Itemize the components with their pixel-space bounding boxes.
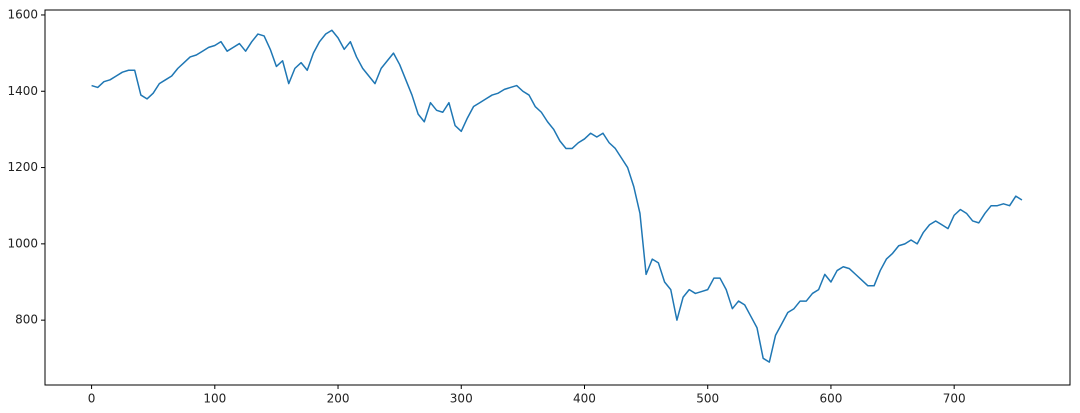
y-tick-label: 1400 bbox=[7, 84, 38, 98]
x-tick-label: 500 bbox=[696, 392, 719, 406]
x-tick-label: 700 bbox=[943, 392, 966, 406]
x-tick-label: 400 bbox=[573, 392, 596, 406]
x-tick-label: 300 bbox=[450, 392, 473, 406]
y-tick-label: 1000 bbox=[7, 236, 38, 250]
y-tick-label: 800 bbox=[15, 313, 38, 327]
y-tick-label: 1200 bbox=[7, 160, 38, 174]
y-tick-label: 1600 bbox=[7, 7, 38, 21]
x-tick-label: 0 bbox=[88, 392, 96, 406]
data-line bbox=[91, 29, 1023, 363]
plot-frame bbox=[44, 9, 1071, 386]
x-tick-label: 100 bbox=[203, 392, 226, 406]
x-tick-label: 600 bbox=[819, 392, 842, 406]
x-tick-label: 200 bbox=[327, 392, 350, 406]
